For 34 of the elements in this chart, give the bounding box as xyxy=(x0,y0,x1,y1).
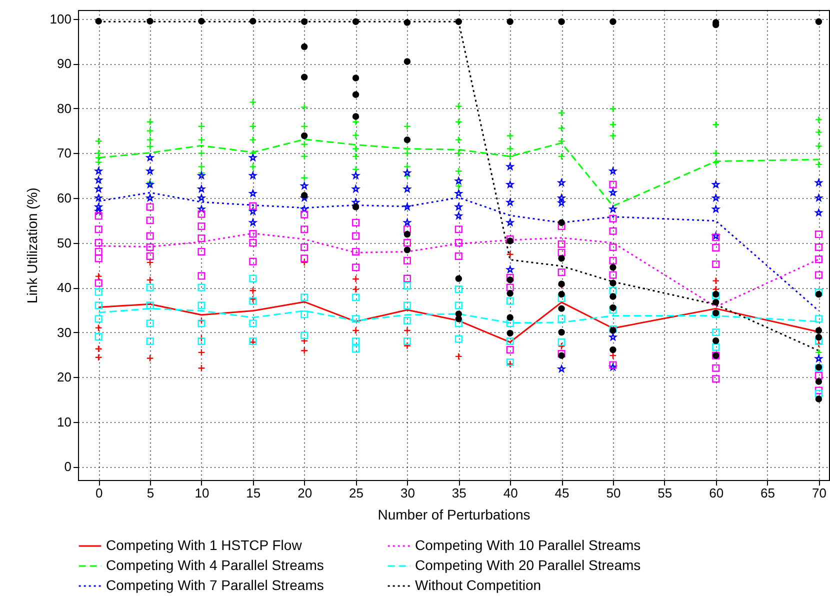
y-tick-label: 0 xyxy=(64,459,72,474)
x-tick-label: 35 xyxy=(452,486,466,500)
x-tick-label: 25 xyxy=(349,486,364,500)
x-tick-label: 50 xyxy=(606,486,621,500)
x-tick-label: 65 xyxy=(760,486,776,500)
legend-label: Competing With 20 Parallel Streams xyxy=(415,557,641,573)
x-tick-label: 0 xyxy=(95,486,103,500)
x-tick-label: 40 xyxy=(503,486,518,500)
y-tick-label: 40 xyxy=(57,280,72,296)
x-tick-label: 60 xyxy=(709,486,724,500)
y-tick-label: 30 xyxy=(57,324,72,340)
x-tick-label: 10 xyxy=(194,486,210,500)
y-tick-label: 80 xyxy=(57,100,72,116)
y-tick-label: 70 xyxy=(57,146,72,161)
x-tick-label: 70 xyxy=(812,486,826,500)
legend-label: Competing With 4 Parallel Streams xyxy=(106,557,324,573)
x-tick-label: 55 xyxy=(658,486,672,500)
y-tick-label: 60 xyxy=(57,190,72,206)
legend-label: Competing With 10 Parallel Streams xyxy=(415,537,641,553)
y-tick-label: 90 xyxy=(57,56,72,72)
y-axis-title: Link Utilization (%) xyxy=(24,188,40,304)
legend-label: Without Competition xyxy=(415,577,542,593)
x-tick-label: 5 xyxy=(146,486,154,500)
y-tick-label: 20 xyxy=(57,370,72,385)
x-axis-title: Number of Perturbations xyxy=(378,506,530,522)
x-tick-label: 30 xyxy=(400,486,415,500)
y-tick-label: 100 xyxy=(50,11,72,26)
legend-label: Competing With 1 HSTCP Flow xyxy=(106,537,303,553)
legend-label: Competing With 7 Parallel Streams xyxy=(106,577,324,593)
y-tick-label: 50 xyxy=(57,235,72,250)
x-tick-label: 20 xyxy=(298,486,312,500)
y-tick-label: 10 xyxy=(57,414,72,430)
x-tick-label: 45 xyxy=(554,486,570,500)
x-tick-label: 15 xyxy=(246,486,261,500)
